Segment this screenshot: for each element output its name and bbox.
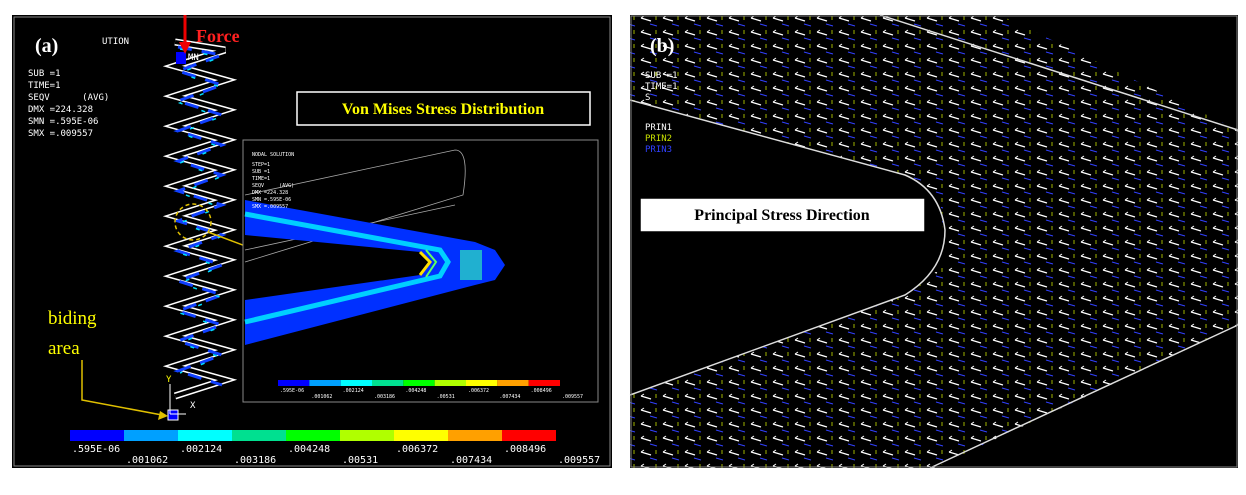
- info-line: DMX =224.328: [28, 105, 93, 115]
- inset-title: NODAL SOLUTION: [252, 152, 294, 158]
- inset-info-line: SMX =.009557: [252, 204, 288, 210]
- inset-colorbar-segment: [497, 380, 528, 386]
- inset-colorbar-segment: [341, 380, 372, 386]
- info-line: TIME=1: [28, 81, 61, 91]
- inset-colorbar-segment: [372, 380, 403, 386]
- colorbar-label: .003186: [234, 455, 276, 466]
- panel-label: (a): [35, 35, 58, 57]
- support-label: biding: [48, 308, 97, 329]
- legend-entry: PRIN2: [645, 134, 672, 144]
- colorbar-label: .002124: [180, 444, 222, 455]
- info-line: SUB =1: [645, 71, 678, 81]
- inset-colorbar-label: .007434: [499, 394, 520, 400]
- inset-colorbar-label: .00531: [437, 394, 455, 400]
- legend-entry: PRIN3: [645, 145, 672, 155]
- inset-colorbar-segment: [278, 380, 309, 386]
- inset-colorbar-label: .008496: [531, 388, 552, 394]
- inset-colorbar-label: .003186: [374, 394, 395, 400]
- callout-text: Principal Stress Direction: [694, 207, 869, 224]
- colorbar-label: .006372: [396, 444, 438, 455]
- info-line: SMX =.009557: [28, 129, 93, 139]
- inset-frame: [243, 140, 598, 402]
- inset-info-line: SMN =.595E-06: [252, 197, 291, 203]
- info-line: S: [645, 93, 650, 103]
- inset-colorbar-segment: [529, 380, 560, 386]
- inset-colorbar-label: .006372: [468, 388, 489, 394]
- colorbar-label: .001062: [126, 455, 168, 466]
- inset-colorbar-segment: [309, 380, 340, 386]
- colorbar-segment: [394, 430, 448, 441]
- inset-colorbar-segment: [435, 380, 466, 386]
- colorbar-label: .007434: [450, 455, 492, 466]
- panel-a: X Y Force MN UTION (a) SUB =1TIME=1SEQV …: [12, 15, 612, 468]
- colorbar-segment: [70, 430, 124, 441]
- info-line: TIME=1: [645, 82, 678, 92]
- colorbar-label: .008496: [504, 444, 546, 455]
- colorbar-label: .004248: [288, 444, 330, 455]
- info-line: SUB =1: [28, 69, 61, 79]
- solution-title: UTION: [102, 37, 129, 47]
- colorbar-label: .595E-06: [72, 444, 120, 455]
- colorbar-segment: [340, 430, 394, 441]
- callout-text: Von Mises Stress Distribution: [342, 101, 544, 118]
- inset-info-line: SUB =1: [252, 169, 270, 175]
- inset-colorbar-label: .004248: [405, 388, 426, 394]
- info-line: SEQV (AVG): [28, 93, 109, 103]
- inset-colorbar-label: .001062: [311, 394, 332, 400]
- force-label: Force: [196, 26, 240, 46]
- figure: X Y Force MN UTION (a) SUB =1TIME=1SEQV …: [0, 0, 1246, 495]
- inset-tip: [460, 250, 482, 280]
- inset-colorbar-label: .002124: [343, 388, 364, 394]
- top-node: [176, 52, 186, 64]
- node-tag: MN: [188, 53, 199, 63]
- info-line: SMN =.595E-06: [28, 117, 98, 127]
- colorbar-segment: [502, 430, 556, 441]
- inset-info-line: TIME=1: [252, 176, 270, 182]
- inset-colorbar-segment: [403, 380, 434, 386]
- colorbar-segment: [448, 430, 502, 441]
- inset-colorbar-segment: [466, 380, 497, 386]
- colorbar-segment: [178, 430, 232, 441]
- axis-y-label: Y: [166, 375, 172, 385]
- inset-info-line: SEQV (AVG): [252, 183, 294, 189]
- legend-entry: PRIN1: [645, 123, 672, 133]
- panel-label: (b): [650, 35, 674, 57]
- support-label: area: [48, 338, 80, 359]
- colorbar-label: .00531: [342, 455, 378, 466]
- colorbar-segment: [124, 430, 178, 441]
- inset-colorbar-label: .595E-06: [280, 388, 304, 394]
- inset-colorbar-label: .009557: [562, 394, 583, 400]
- colorbar-segment: [232, 430, 286, 441]
- colorbar-segment: [286, 430, 340, 441]
- inset-info-line: STEP=1: [252, 162, 270, 168]
- axis-x-label: X: [190, 401, 196, 411]
- inset-info-line: DMX =224.328: [252, 190, 288, 196]
- colorbar-label: .009557: [558, 455, 600, 466]
